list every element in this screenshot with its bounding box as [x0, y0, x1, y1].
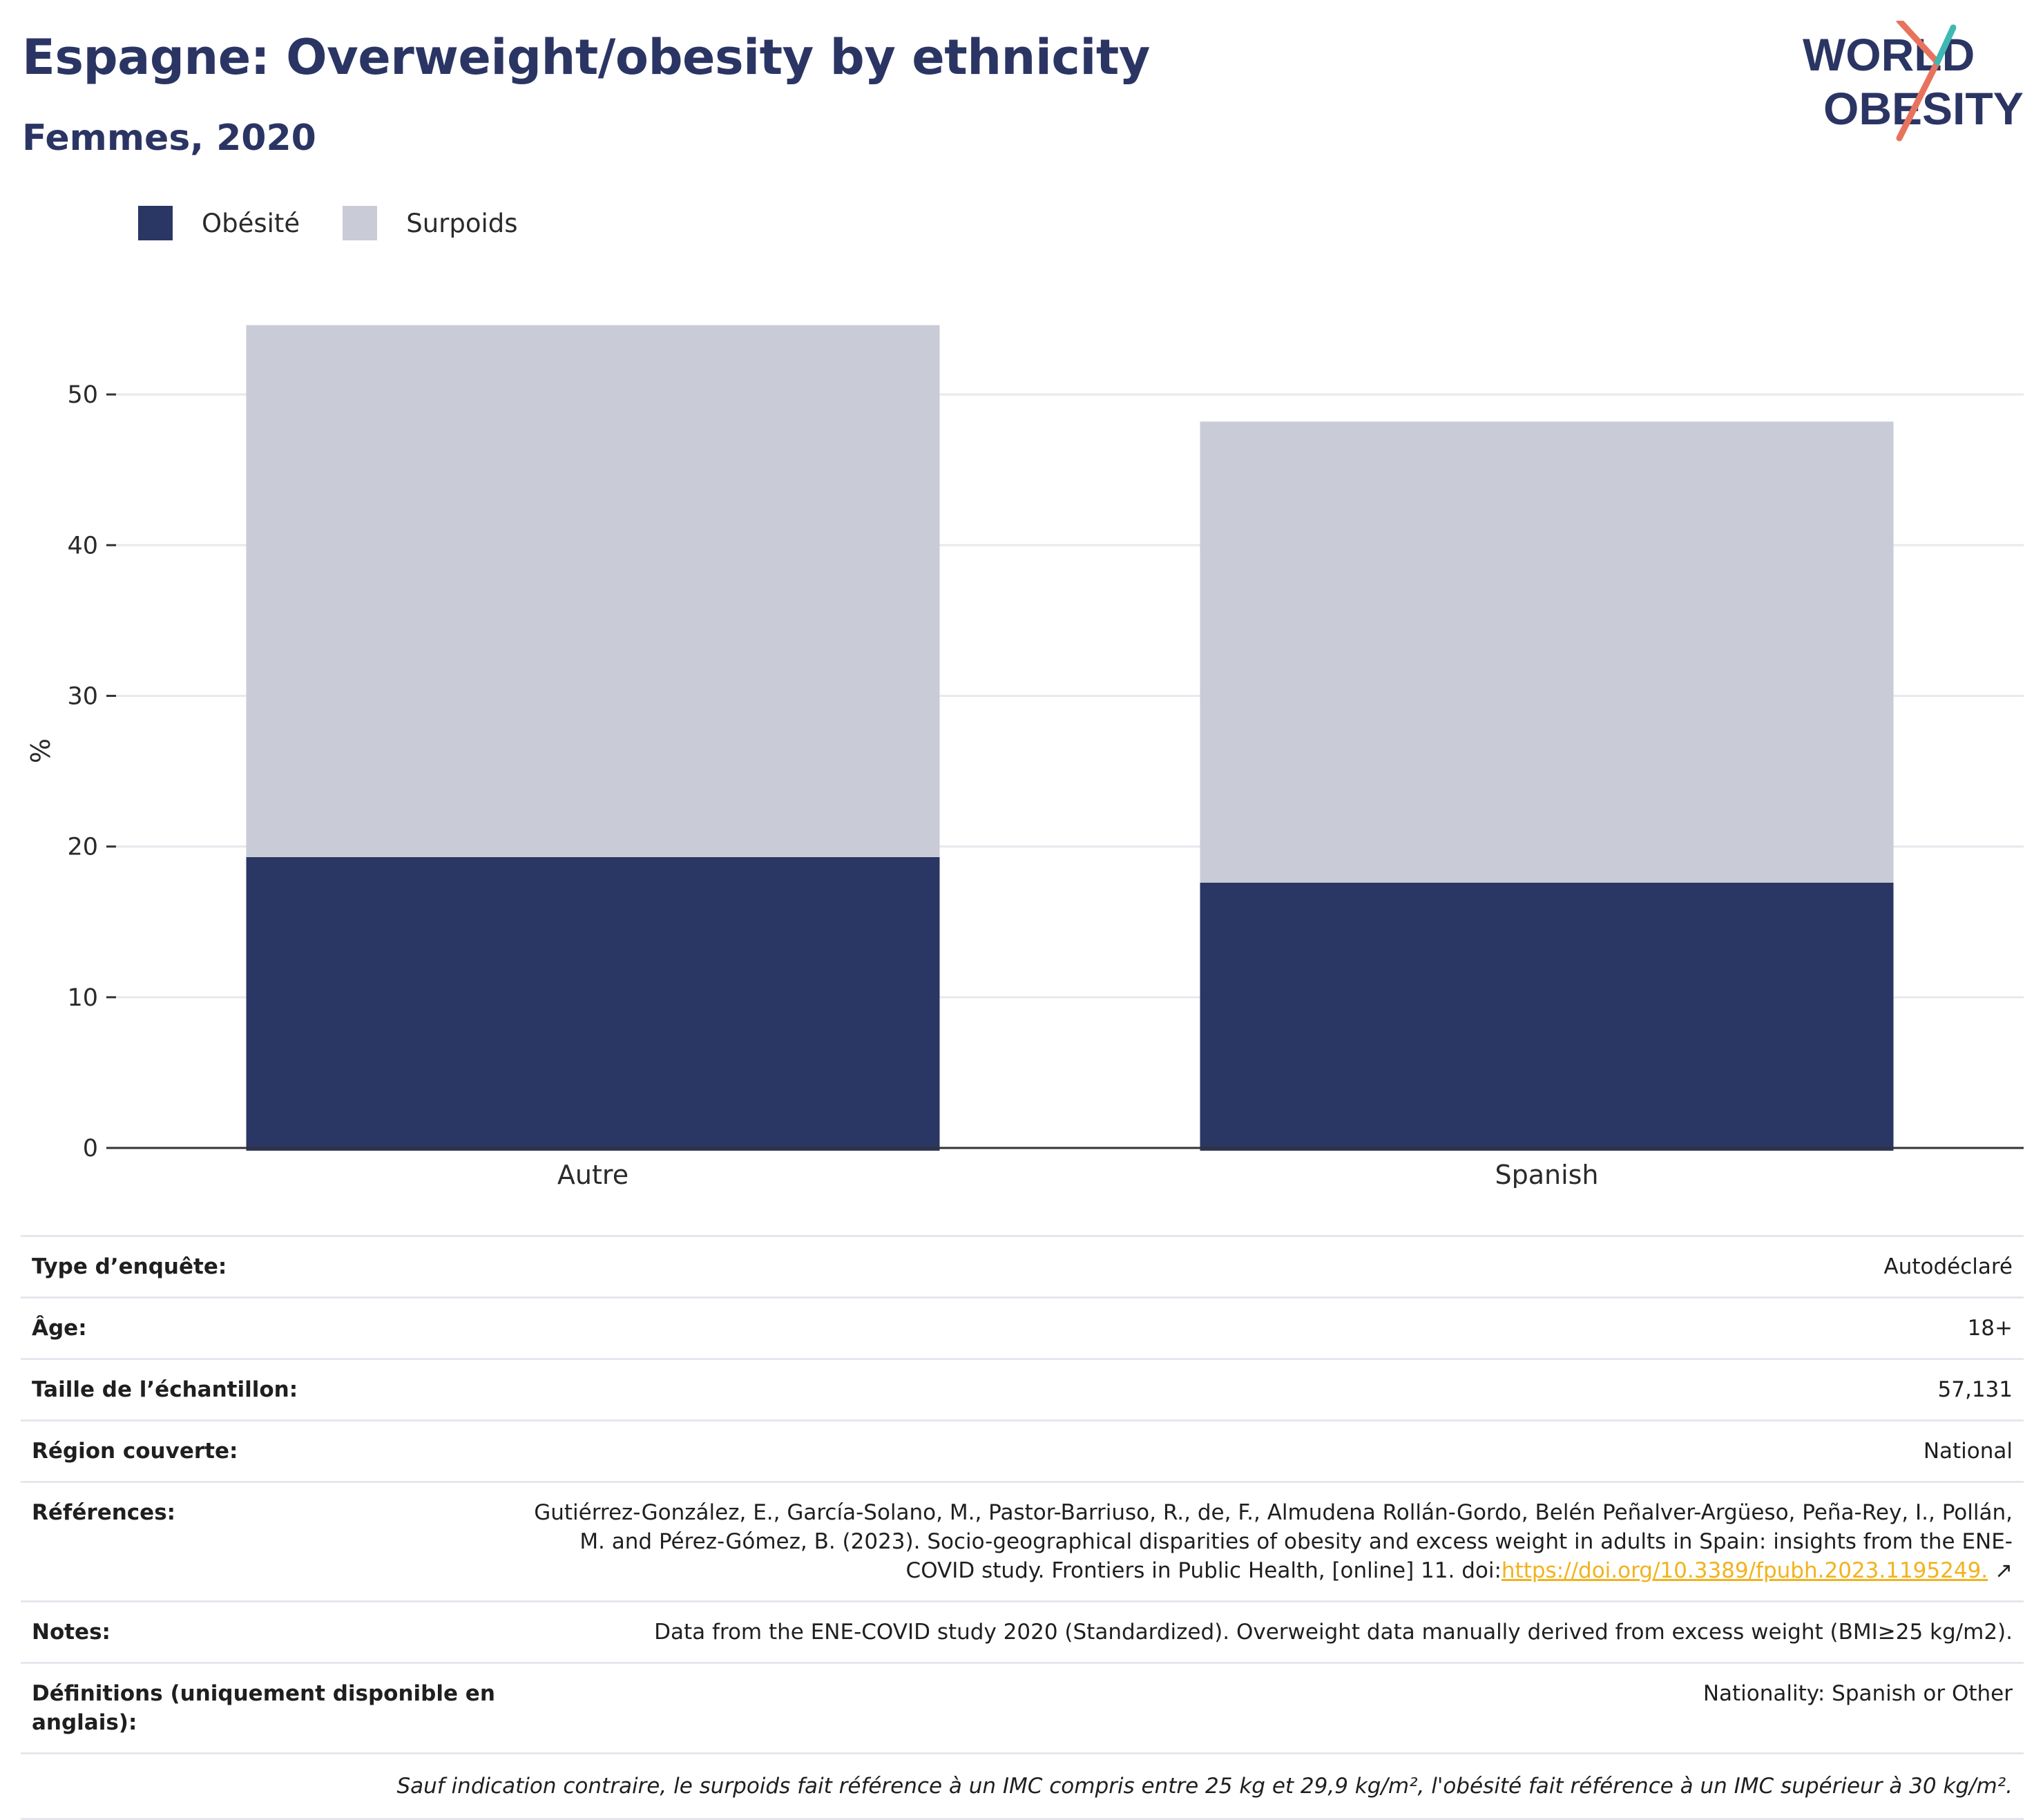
bar-overweight-spanish[interactable] — [1200, 421, 1894, 883]
y-axis-label: % — [26, 738, 56, 763]
meta-value: 57,131 — [1937, 1377, 2013, 1402]
bar-obesity-spanish[interactable] — [1200, 883, 1894, 1151]
meta-value: National — [1923, 1439, 2013, 1464]
meta-label: Notes: — [32, 1620, 111, 1645]
bar-overweight-autre[interactable] — [246, 325, 940, 857]
y-tick-label: 20 — [67, 834, 98, 861]
y-tick-label: 0 — [83, 1135, 98, 1162]
meta-row-sample-size: Taille de l’échantillon: 57,131 — [21, 1360, 2024, 1421]
legend-label-obesity: Obésité — [202, 208, 300, 238]
legend-item-overweight[interactable]: Surpoids — [343, 206, 518, 240]
meta-row-definitions: Définitions (uniquement disponible en an… — [21, 1664, 2024, 1754]
legend-item-obesity[interactable]: Obésité — [138, 206, 300, 240]
legend-swatch-obesity — [138, 206, 173, 240]
chart-legend: Obésité Surpoids — [138, 206, 561, 240]
chart-subtitle: Femmes, 2020 — [22, 117, 316, 159]
y-tick-label: 50 — [67, 381, 98, 409]
y-tick-label: 10 — [67, 984, 98, 1012]
external-link-icon[interactable]: ↗ — [1995, 1558, 2013, 1583]
meta-row-references: Références: Gutiérrez-González, E., Garc… — [21, 1483, 2024, 1602]
meta-row-survey-type: Type d’enquête: Autodéclaré — [21, 1237, 2024, 1299]
meta-label: Âge: — [32, 1316, 87, 1341]
meta-label: Région couverte: — [32, 1439, 238, 1464]
world-obesity-logo: WORLD OBESITY — [1803, 21, 2024, 142]
meta-label: Références: — [32, 1500, 176, 1525]
meta-label: Type d’enquête: — [32, 1254, 227, 1279]
legend-label-overweight: Surpoids — [406, 208, 518, 238]
x-tick-label: Autre — [557, 1160, 629, 1188]
meta-label: Taille de l’échantillon: — [32, 1377, 298, 1402]
chart-title: Espagne: Overweight/obesity by ethnicity — [22, 29, 1150, 86]
meta-value: Autodéclaré — [1883, 1254, 2013, 1279]
metadata-table: Type d’enquête: Autodéclaré Âge: 18+ Tai… — [21, 1235, 2024, 1820]
bar-chart: 0 10 20 30 40 50% Autre Spanish — [26, 325, 2024, 1188]
meta-row-age: Âge: 18+ — [21, 1299, 2024, 1360]
meta-row-notes: Notes: Data from the ENE-COVID study 202… — [21, 1602, 2024, 1664]
references-value: Gutiérrez-González, E., García-Solano, M… — [515, 1498, 2013, 1585]
meta-value: Data from the ENE-COVID study 2020 (Stan… — [654, 1620, 2013, 1645]
meta-row-region: Région couverte: National — [21, 1421, 2024, 1483]
y-tick-label: 30 — [67, 682, 98, 710]
meta-value: 18+ — [1967, 1316, 2013, 1341]
bar-obesity-autre[interactable] — [246, 856, 940, 1151]
y-tick-label: 40 — [67, 532, 98, 559]
footnote: Sauf indication contraire, le surpoids f… — [21, 1754, 2024, 1820]
meta-value: Nationality: Spanish or Other — [1702, 1681, 2013, 1706]
references-link[interactable]: https://doi.org/10.3389/fpubh.2023.11952… — [1501, 1558, 1988, 1583]
meta-label: Définitions (uniquement disponible en an… — [32, 1681, 495, 1735]
references-text: Gutiérrez-González, E., García-Solano, M… — [534, 1500, 2013, 1583]
legend-swatch-overweight — [343, 206, 378, 240]
x-tick-label: Spanish — [1495, 1160, 1598, 1188]
